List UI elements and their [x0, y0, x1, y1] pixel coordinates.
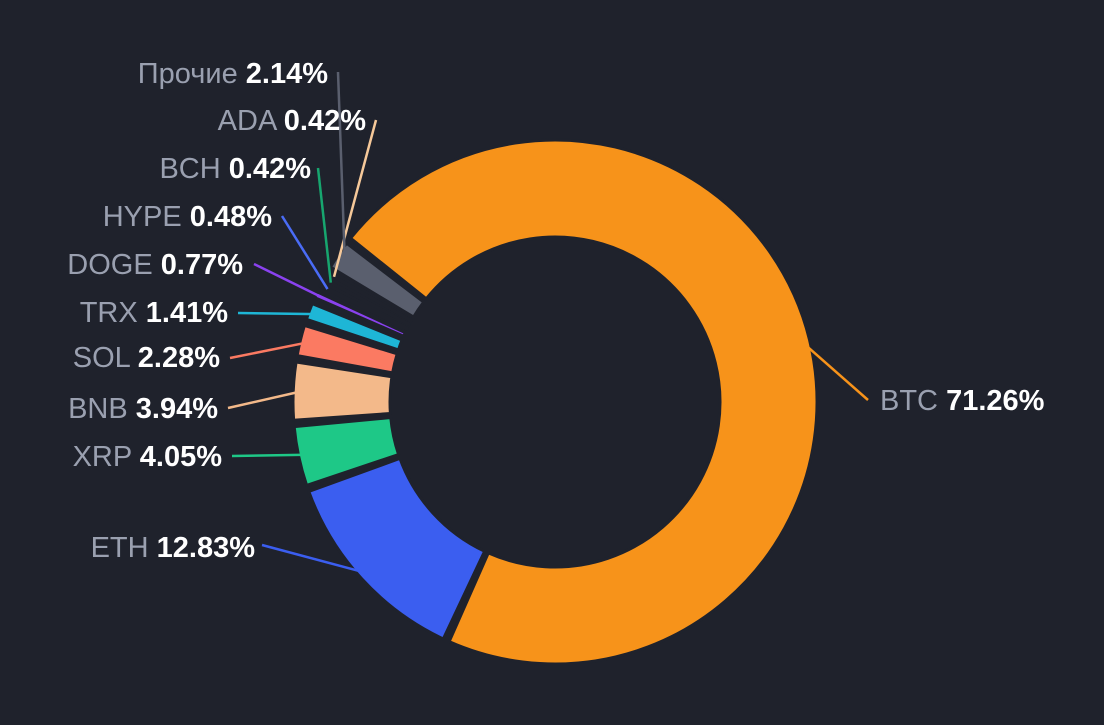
label-name-bch: BCH	[159, 153, 228, 185]
slice-labels: BTC 71.26%ETH 12.83%XRP 4.05%BNB 3.94%SO…	[67, 58, 1044, 564]
label-name-others: Прочие	[138, 58, 246, 90]
label-name-eth: ETH	[91, 532, 157, 564]
label-name-hype: HYPE	[103, 201, 190, 233]
label-name-btc: BTC	[880, 385, 946, 417]
slice-eth[interactable]	[307, 456, 487, 641]
label-name-bnb: BNB	[68, 393, 136, 425]
label-others: Прочие 2.14%	[138, 58, 328, 90]
slice-sol[interactable]	[295, 323, 399, 375]
label-sol: SOL 2.28%	[73, 342, 220, 374]
label-value-ada: 0.42%	[284, 105, 366, 137]
leader-line-trx	[237, 311, 317, 316]
label-name-ada: ADA	[218, 105, 284, 137]
label-eth: ETH 12.83%	[91, 532, 256, 564]
slice-bnb[interactable]	[291, 360, 394, 422]
label-doge: DOGE 0.77%	[67, 249, 243, 281]
label-xrp: XRP 4.05%	[73, 441, 223, 473]
leader-line-hype	[280, 215, 329, 290]
label-btc: BTC 71.26%	[880, 385, 1045, 417]
leader-line-sol	[229, 341, 309, 360]
leader-line-bnb	[227, 390, 302, 410]
label-value-eth: 12.83%	[157, 532, 256, 564]
label-value-btc: 71.26%	[946, 385, 1045, 417]
label-value-trx: 1.41%	[146, 297, 228, 329]
slice-xrp[interactable]	[292, 416, 401, 487]
label-ada: ADA 0.42%	[218, 105, 367, 137]
leader-line-doge	[253, 262, 324, 300]
slice-btc[interactable]	[349, 138, 819, 666]
label-name-xrp: XRP	[73, 441, 140, 473]
label-value-bnb: 3.94%	[136, 393, 218, 425]
slice-bch[interactable]	[322, 277, 411, 327]
slice-ada[interactable]	[325, 271, 414, 323]
slice-others[interactable]	[328, 241, 426, 319]
slice-hype[interactable]	[318, 283, 409, 331]
label-value-others: 2.14%	[246, 58, 328, 90]
label-value-bch: 0.42%	[229, 153, 311, 185]
label-name-sol: SOL	[73, 342, 138, 374]
leader-line-eth	[261, 543, 368, 575]
slice-doge[interactable]	[313, 290, 407, 338]
label-value-doge: 0.77%	[161, 249, 243, 281]
leader-line-xrp	[231, 453, 307, 458]
label-bnb: BNB 3.94%	[68, 393, 218, 425]
label-value-hype: 0.48%	[190, 201, 272, 233]
label-value-xrp: 4.05%	[140, 441, 222, 473]
label-name-trx: TRX	[80, 297, 146, 329]
leader-line-btc	[800, 340, 869, 401]
leader-line-ada	[332, 119, 378, 278]
leader-line-bch	[316, 167, 333, 283]
leader-lines	[227, 71, 869, 575]
label-trx: TRX 1.41%	[80, 297, 229, 329]
leader-line-others	[336, 71, 347, 260]
label-name-doge: DOGE	[67, 249, 160, 281]
donut-segments	[291, 138, 819, 666]
label-bch: BCH 0.42%	[159, 153, 311, 185]
label-hype: HYPE 0.48%	[103, 201, 272, 233]
label-value-sol: 2.28%	[138, 342, 220, 374]
